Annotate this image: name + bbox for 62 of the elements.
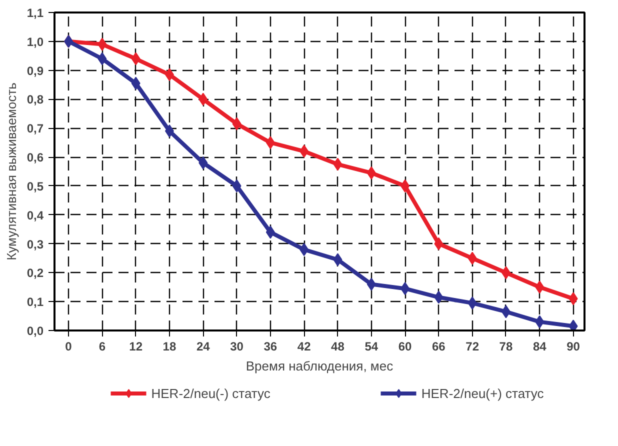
point bbox=[333, 158, 342, 171]
y-tick-label: 0,7 bbox=[26, 122, 44, 136]
legend-label: HER-2/neu(-) статус bbox=[151, 386, 270, 400]
point bbox=[400, 282, 410, 296]
legend-label: HER-2/neu(+) статус bbox=[421, 386, 544, 400]
x-tick-label: 42 bbox=[297, 340, 312, 354]
x-tick-label: 24 bbox=[196, 340, 210, 354]
point bbox=[366, 166, 376, 180]
y-tick-label: 0,4 bbox=[26, 208, 44, 222]
x-tick-label: 90 bbox=[566, 340, 580, 354]
point bbox=[232, 117, 242, 130]
point bbox=[468, 296, 477, 310]
point bbox=[434, 237, 444, 250]
point bbox=[535, 315, 544, 328]
y-tick-label: 0,8 bbox=[26, 92, 44, 107]
y-tick-label: 0,6 bbox=[26, 150, 44, 165]
y-axis-title: Кумулятивная выживаемость bbox=[4, 82, 19, 260]
y-tick-label: 0,2 bbox=[26, 266, 44, 280]
x-axis-title: Время наблюдения, мес bbox=[246, 358, 394, 374]
point bbox=[568, 292, 578, 306]
x-tick-label: 18 bbox=[162, 340, 176, 354]
x-tick-label: 72 bbox=[466, 340, 480, 354]
y-tick-label: 0,5 bbox=[26, 179, 44, 194]
y-tick-label: 1,0 bbox=[26, 34, 44, 49]
point bbox=[164, 68, 174, 82]
point bbox=[198, 156, 208, 170]
point bbox=[232, 179, 242, 192]
y-tick-label: 0,0 bbox=[26, 324, 44, 338]
x-tick-label: 84 bbox=[532, 340, 547, 354]
point bbox=[98, 38, 107, 51]
point bbox=[366, 278, 376, 291]
point bbox=[434, 290, 444, 304]
y-tick-label: 0,9 bbox=[26, 64, 44, 78]
y-tick-label: 0,3 bbox=[26, 237, 44, 252]
point bbox=[98, 52, 107, 66]
x-tick-label: 66 bbox=[432, 340, 446, 354]
point bbox=[501, 266, 510, 280]
y-tick-label: 1,1 bbox=[26, 6, 44, 20]
point bbox=[266, 226, 275, 239]
x-tick-label: 12 bbox=[129, 340, 143, 354]
point bbox=[164, 124, 174, 138]
x-tick-label: 60 bbox=[398, 340, 412, 354]
x-tick-label: 48 bbox=[331, 340, 345, 354]
point bbox=[535, 280, 544, 294]
point bbox=[266, 136, 275, 150]
point bbox=[300, 144, 309, 158]
x-tick-label: 36 bbox=[264, 340, 278, 354]
x-tick-label: 0 bbox=[65, 340, 72, 354]
point bbox=[300, 243, 309, 256]
point bbox=[131, 76, 140, 90]
x-tick-label: 30 bbox=[230, 340, 244, 354]
x-tick-label: 78 bbox=[499, 340, 513, 354]
y-tick-label: 0,1 bbox=[26, 295, 44, 310]
point bbox=[501, 305, 510, 318]
point bbox=[333, 253, 342, 266]
point bbox=[568, 320, 578, 330]
x-tick-label: 54 bbox=[364, 340, 378, 354]
point bbox=[131, 52, 140, 66]
point bbox=[198, 92, 208, 106]
point bbox=[400, 179, 410, 192]
x-tick-label: 6 bbox=[98, 340, 106, 354]
point bbox=[468, 252, 477, 265]
